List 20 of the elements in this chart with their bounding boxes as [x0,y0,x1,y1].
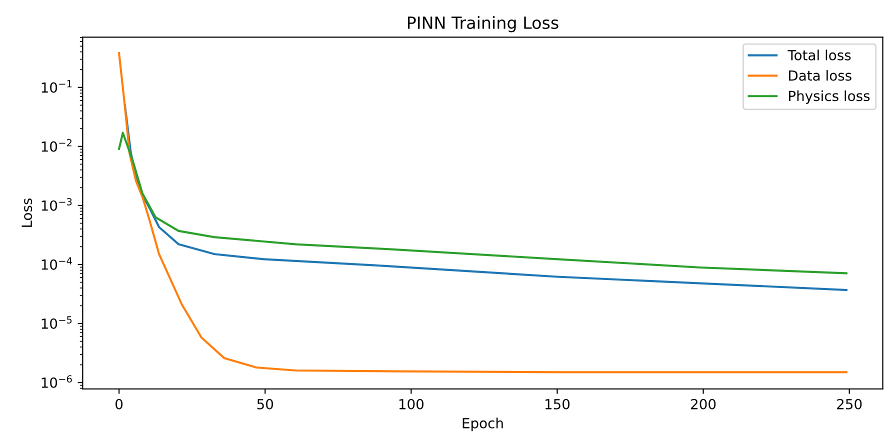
y-tick-label: 10$^{−6}$ [42,375,72,388]
y-tick-label: 10$^{−5}$ [42,316,72,329]
y-tick-label: 10$^{−2}$ [42,139,72,152]
y-axis-title: Loss [22,198,32,227]
x-tick-label: 0 [116,398,123,410]
y-tick-label: 10$^{−4}$ [42,257,72,270]
x-tick-label: 200 [691,398,716,410]
legend-label: Data loss [789,70,852,81]
y-tick-label: 10$^{−1}$ [42,80,72,93]
x-tick-label: 100 [399,398,424,410]
line-series [118,132,848,274]
x-tick-label: 150 [545,398,570,410]
legend-label: Total loss [788,50,851,60]
legend-label: Physics loss [789,90,870,104]
chart-title: PINN Training Loss [408,16,558,32]
y-tick-label: 10$^{−3}$ [42,198,72,211]
line-series [124,104,848,292]
x-tick-label: 50 [257,398,274,410]
x-tick-label: 250 [837,398,862,410]
x-axis-title: Epoch [462,418,503,432]
